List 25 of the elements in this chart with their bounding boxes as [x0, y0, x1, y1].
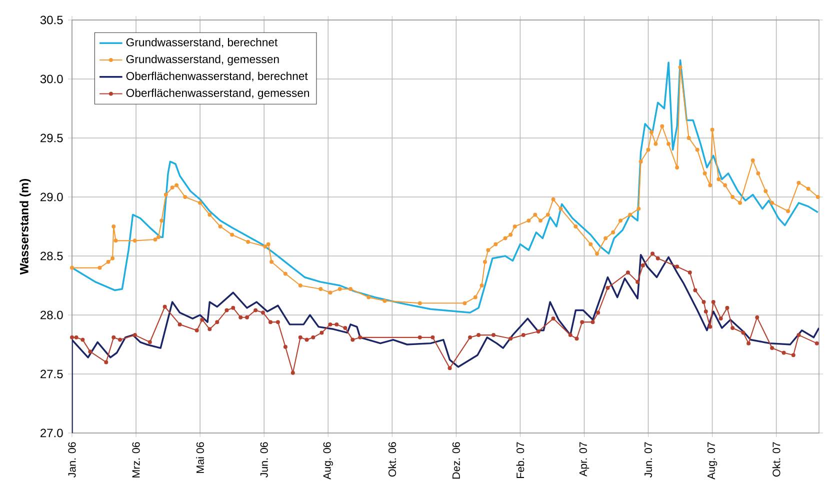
y-tick-label: 29.5 — [40, 134, 63, 142]
legend-label: Oberflächenwasserstand, berechnet — [126, 72, 308, 82]
x-tick-label: Okt. 07 — [772, 442, 780, 477]
x-tick-label: Jan. 06 — [68, 442, 76, 478]
x-tick-label: Aug. 06 — [323, 442, 333, 480]
y-tick-label: 28.0 — [40, 310, 63, 320]
legend-label: Oberflächenwasserstand, gemessen — [126, 88, 310, 100]
x-tick-label: Apr. 07 — [579, 442, 590, 476]
y-tick-label: 28.5 — [40, 252, 63, 260]
y-tick-label: 30.5 — [40, 16, 63, 24]
y-tick-label: 29.0 — [40, 192, 63, 202]
x-tick-label: Mai 06 — [196, 442, 204, 473]
legend-label: Grundwasserstand, gemessen — [126, 54, 279, 66]
x-tick-label: Dez. 06 — [452, 442, 460, 479]
legend-label: Grundwasserstand, berechnet — [126, 38, 278, 48]
x-tick-label: Feb. 07 — [516, 442, 524, 478]
y-tick-label: 30.0 — [40, 74, 63, 84]
y-axis-title: Wasserstand (m) — [20, 178, 31, 275]
x-tick-label: Jun. 07 — [644, 442, 652, 478]
x-tick-label: Okt. 06 — [388, 442, 396, 477]
y-tick-label: 27.5 — [40, 370, 63, 378]
x-tick-label: Jun. 06 — [260, 442, 268, 478]
y-tick-label: 27.0 — [40, 428, 63, 438]
x-tick-label: Aug. 07 — [707, 442, 718, 480]
x-tick-label: Mrz. 06 — [132, 442, 140, 478]
